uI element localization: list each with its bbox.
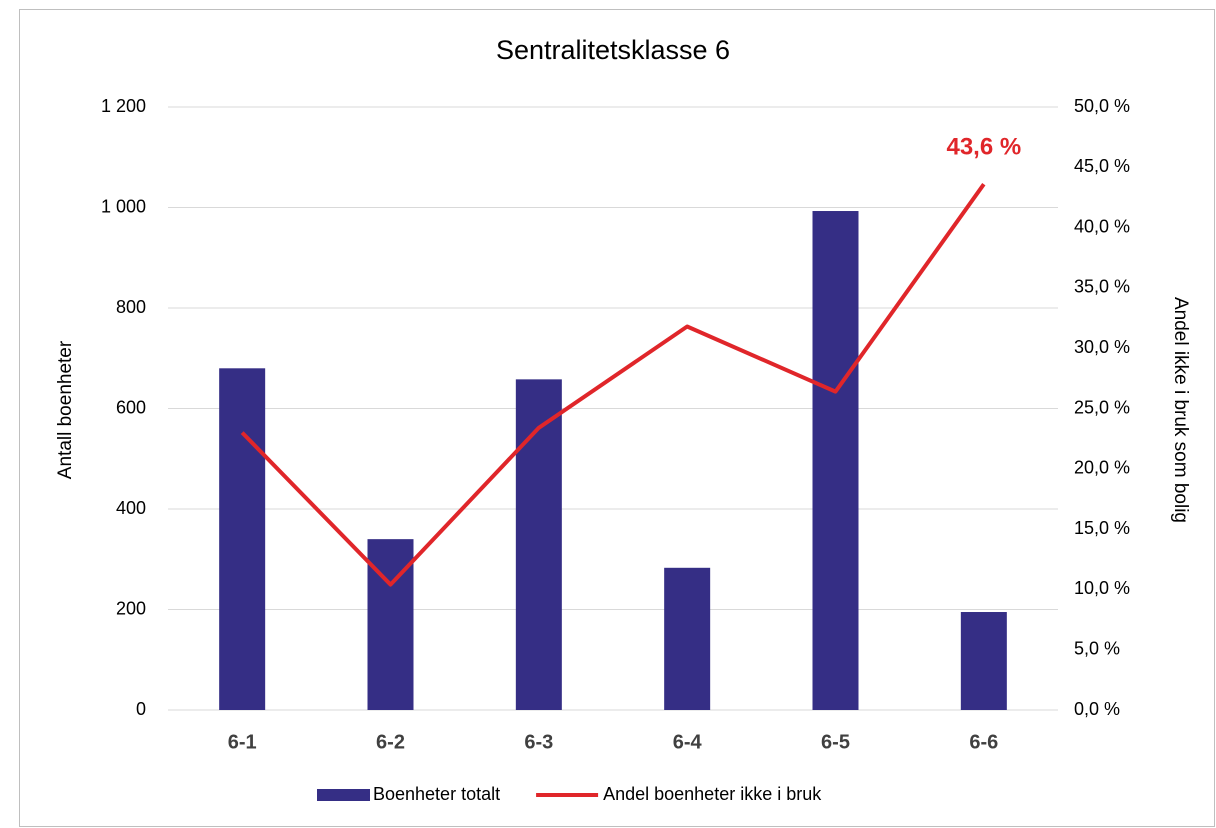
y2-tick-label: 30,0 %	[1074, 337, 1130, 357]
y-tick-label: 0	[136, 699, 146, 719]
y2-axis-label: Andel ikke i bruk som bolig	[1170, 297, 1191, 523]
y2-tick-label: 45,0 %	[1074, 156, 1130, 176]
legend-label: Boenheter totalt	[373, 784, 500, 804]
y2-tick-label: 0,0 %	[1074, 699, 1120, 719]
y-tick-label: 200	[116, 598, 146, 618]
legend-swatch	[317, 789, 370, 801]
bar	[812, 211, 859, 710]
y2-tick-label: 40,0 %	[1074, 216, 1130, 236]
y-tick-label: 800	[116, 297, 146, 317]
legend-label: Andel boenheter ikke i bruk	[603, 784, 822, 804]
y-axis-label: Antall boenheter	[55, 340, 76, 479]
x-tick-label: 6-6	[969, 731, 998, 753]
y2-tick-label: 25,0 %	[1074, 397, 1130, 417]
y2-tick-label: 20,0 %	[1074, 458, 1130, 478]
y2-tick-label: 35,0 %	[1074, 277, 1130, 297]
x-tick-label: 6-5	[821, 731, 850, 753]
data-label: 43,6 %	[946, 134, 1021, 161]
y-tick-label: 600	[116, 397, 146, 417]
chart-border	[19, 9, 1215, 827]
y2-tick-label: 10,0 %	[1074, 578, 1130, 598]
y-tick-label: 400	[116, 498, 146, 518]
chart-title: Sentralitetsklasse 6	[496, 35, 730, 65]
bar	[960, 612, 1007, 710]
y-tick-label: 1 000	[101, 196, 146, 216]
y2-tick-label: 5,0 %	[1074, 638, 1120, 658]
y2-tick-label: 50,0 %	[1074, 96, 1130, 116]
bar	[219, 368, 266, 710]
x-tick-label: 6-2	[376, 731, 405, 753]
line	[240, 183, 986, 587]
y2-tick-label: 15,0 %	[1074, 518, 1130, 538]
x-tick-label: 6-3	[524, 731, 553, 753]
bar	[515, 379, 562, 710]
bar	[664, 567, 711, 710]
x-tick-label: 6-1	[228, 731, 257, 753]
x-tick-label: 6-4	[673, 731, 703, 753]
y-tick-label: 1 200	[101, 96, 146, 116]
